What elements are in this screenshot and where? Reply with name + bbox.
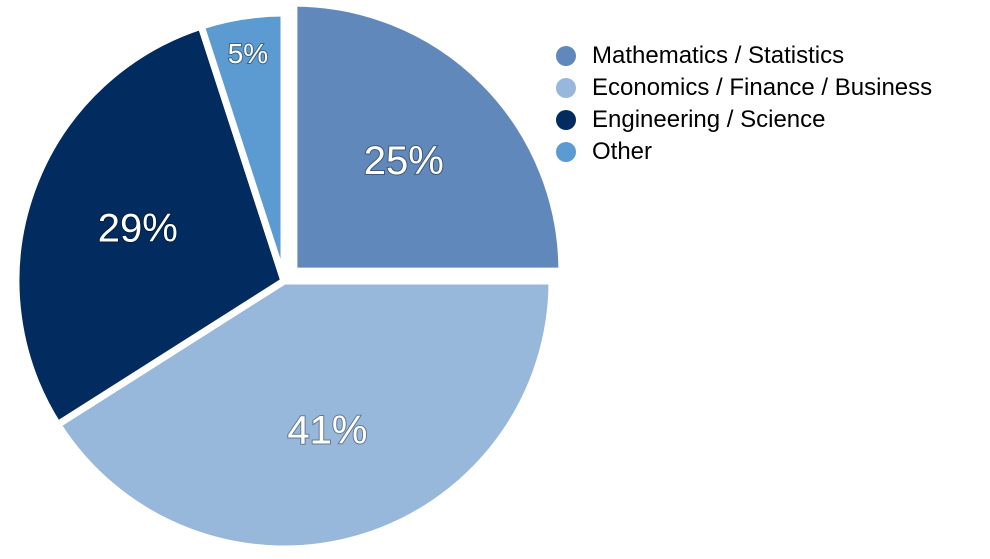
legend-item-mathematics-statistics: Mathematics / Statistics [556, 40, 932, 72]
legend-item-engineering-science: Engineering / Science [556, 104, 932, 136]
legend-swatch [556, 110, 576, 130]
legend-swatch [556, 46, 576, 66]
legend-label: Engineering / Science [592, 106, 825, 134]
slice-label-other: 5% [228, 38, 268, 69]
pie-slices [16, 3, 562, 549]
legend-item-other: Other [556, 136, 932, 168]
legend-label: Other [592, 138, 652, 166]
legend-swatch [556, 142, 576, 162]
legend-swatch [556, 78, 576, 98]
slice-label-mathematics-statistics: 25% [364, 139, 444, 183]
pie-slice-mathematics-statistics [294, 3, 562, 271]
slice-label-economics-finance-business: 41% [287, 408, 367, 452]
slice-label-engineering-science: 29% [98, 206, 178, 250]
legend-label: Mathematics / Statistics [592, 42, 844, 70]
legend-item-economics-finance-business: Economics / Finance / Business [556, 72, 932, 104]
legend: Mathematics / Statistics Economics / Fina… [556, 40, 932, 168]
legend-label: Economics / Finance / Business [592, 74, 932, 102]
